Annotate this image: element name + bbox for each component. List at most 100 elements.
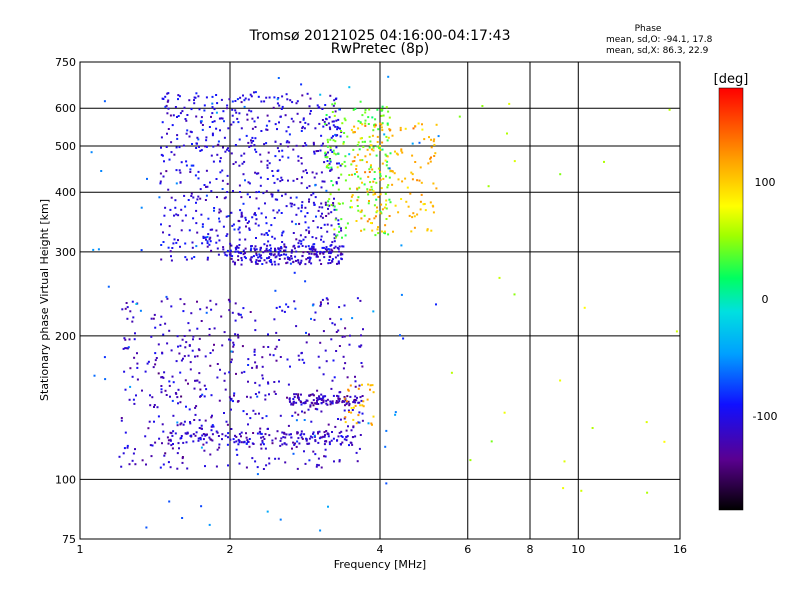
data-point [194, 406, 197, 409]
data-point [250, 260, 253, 263]
data-point [236, 333, 239, 336]
data-point [331, 259, 334, 262]
data-point [103, 100, 106, 103]
data-point [239, 96, 242, 99]
data-point [208, 436, 211, 439]
data-point [333, 233, 336, 236]
data-point [132, 452, 135, 455]
data-point [341, 202, 344, 205]
data-point [230, 428, 233, 430]
data-point [274, 289, 277, 292]
data-point [286, 358, 289, 361]
data-point [230, 350, 233, 353]
data-point [331, 103, 334, 106]
data-point [259, 255, 261, 258]
data-point [205, 145, 208, 148]
data-point [210, 154, 213, 157]
data-point [363, 183, 366, 186]
data-point [375, 211, 378, 214]
data-point [216, 102, 219, 105]
data-point [297, 437, 300, 440]
data-point [196, 198, 199, 201]
data-point [300, 432, 303, 435]
data-point [350, 199, 353, 202]
data-point [291, 447, 293, 450]
data-point [126, 306, 129, 309]
data-point [366, 148, 369, 151]
data-point [234, 261, 236, 264]
data-point [185, 164, 188, 167]
data-point [295, 144, 298, 147]
phase-stats-heading: Phase [635, 24, 662, 34]
data-point [254, 361, 257, 364]
data-point [226, 233, 229, 236]
data-point [345, 226, 347, 229]
data-point [351, 160, 354, 163]
data-point [338, 108, 341, 111]
data-point [248, 445, 251, 448]
data-point [257, 172, 260, 175]
data-point [356, 460, 359, 463]
data-point [159, 466, 162, 469]
data-point [248, 228, 251, 231]
data-point [127, 346, 130, 349]
data-point [360, 229, 363, 232]
data-point [185, 405, 187, 408]
data-point [284, 193, 287, 196]
data-point [279, 356, 282, 358]
data-point [421, 123, 423, 126]
data-point [254, 222, 257, 225]
data-point [256, 395, 259, 398]
data-point [266, 257, 268, 260]
data-point [334, 110, 337, 113]
data-point [231, 108, 234, 111]
data-point [343, 409, 346, 412]
data-point [273, 318, 276, 321]
data-point [290, 255, 293, 257]
data-point [352, 108, 355, 111]
y-tick-label: 300 [55, 246, 76, 259]
data-point [340, 252, 343, 255]
data-point [274, 140, 277, 143]
data-point [358, 148, 361, 151]
data-point [183, 420, 186, 423]
data-point [224, 434, 227, 437]
data-point [363, 214, 366, 217]
data-point [329, 159, 332, 162]
data-point [352, 425, 355, 428]
data-point [309, 435, 312, 438]
data-point [238, 226, 241, 229]
data-point [264, 398, 267, 401]
data-point [314, 196, 317, 199]
data-point [256, 473, 259, 476]
data-point [195, 115, 198, 118]
data-point [450, 371, 453, 374]
data-point [179, 344, 182, 347]
data-point [202, 438, 205, 441]
data-point [344, 399, 347, 402]
data-point [319, 215, 322, 218]
data-point [146, 177, 148, 180]
data-point [266, 114, 269, 117]
data-point [244, 216, 247, 219]
data-point [281, 443, 284, 446]
data-point [249, 249, 252, 252]
data-point [391, 170, 394, 173]
data-point [295, 325, 298, 328]
y-axis-label: Stationary phase Virtual Height [km] [38, 199, 51, 401]
data-point [366, 398, 369, 401]
data-point [327, 151, 329, 154]
data-point [324, 349, 327, 352]
data-point [171, 124, 174, 127]
data-point [233, 394, 235, 397]
data-point [170, 141, 173, 144]
data-point [314, 435, 316, 438]
data-point [309, 393, 312, 396]
data-point [136, 362, 139, 365]
data-point [318, 395, 320, 398]
data-point [230, 358, 233, 361]
data-point [330, 224, 333, 227]
data-point [197, 177, 200, 180]
data-point [267, 382, 270, 385]
data-point [147, 427, 150, 430]
